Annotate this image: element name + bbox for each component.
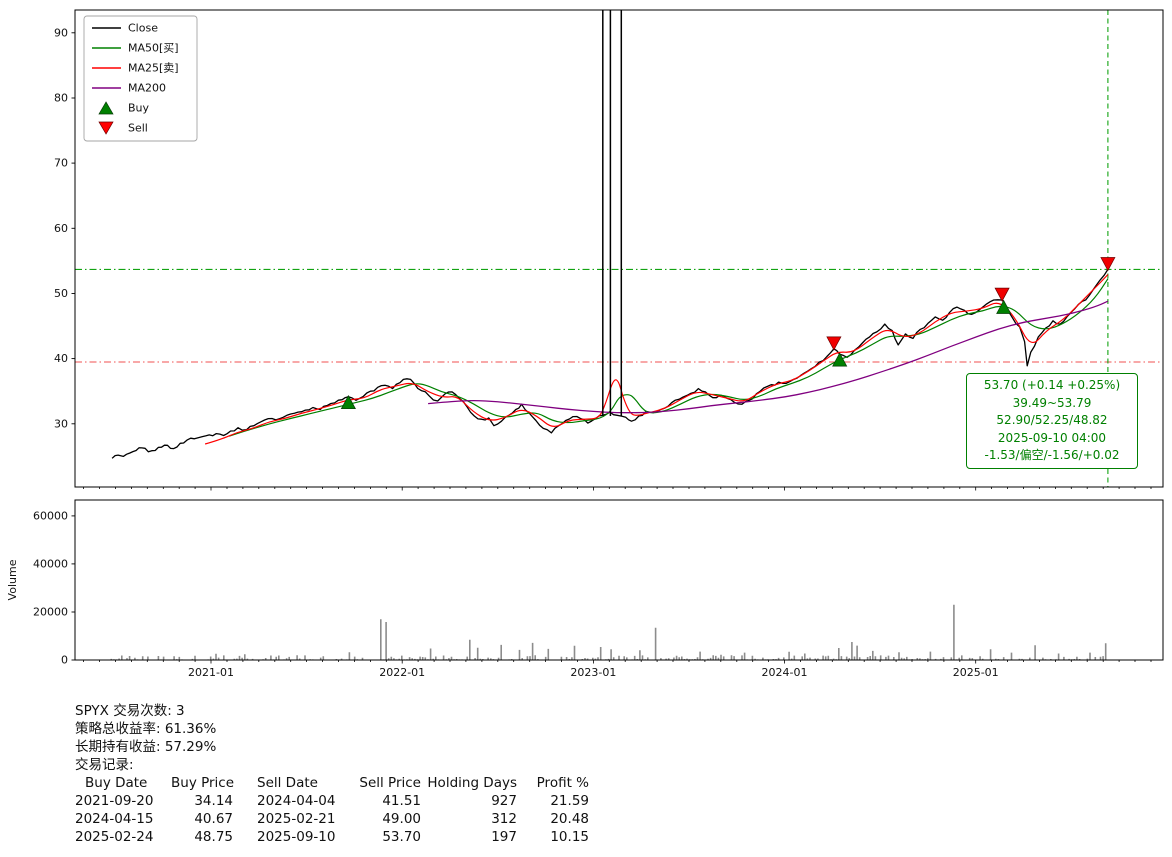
trade-cell: 312 (491, 811, 517, 827)
trades-header-cell: Profit % (536, 775, 589, 791)
ma200-line (428, 300, 1109, 414)
trade-cell: 49.00 (382, 811, 421, 827)
price-ytick-label: 60 (54, 222, 68, 235)
trade-record-label: 交易记录: (75, 757, 134, 773)
trades-header-row: Buy Date Buy Price Sell Date Sell Price Hold… (75, 774, 589, 792)
close-line (111, 269, 1109, 459)
hold-return-line: 长期持有收益: 57.29% (75, 739, 217, 755)
sell-marker (994, 287, 1010, 302)
trades-header-cell: Sell Price (359, 775, 421, 791)
volume-ytick-label: 40000 (33, 557, 68, 570)
price-ytick-label: 80 (54, 92, 68, 105)
trade-count-line: SPYX 交易次数: 3 (75, 703, 185, 719)
sell-legend-icon (98, 121, 114, 135)
backtest-report: SPYX 交易次数: 3 策略总收益率: 61.36% 长期持有收益: 57.2… (75, 702, 589, 846)
legend-label: MA25[卖] (128, 62, 179, 75)
trade-cell: 2025-02-24 (75, 829, 154, 845)
trade-cell: 21.59 (550, 793, 589, 809)
strategy-return-line: 策略总收益率: 61.36% (75, 721, 217, 737)
x-axis-label: 2025-01 (953, 666, 999, 679)
legend: Close MA50[买] MA25[卖] MA200 Buy Sell (83, 15, 198, 142)
trade-cell: 2024-04-15 (75, 811, 154, 827)
trades-header-cell: Buy Price (171, 775, 235, 791)
legend-label: Buy (128, 102, 150, 115)
trade-cell: 927 (491, 793, 517, 809)
ma50-line (228, 278, 1109, 437)
price-ytick-label: 90 (54, 26, 68, 39)
legend-label: MA50[买] (128, 42, 179, 55)
price-ytick-label: 30 (54, 417, 68, 430)
price-ytick-label: 50 (54, 287, 68, 300)
annotation-line: 53.70 (+0.14 +0.25%) (983, 378, 1121, 392)
ma25-line (204, 274, 1109, 445)
buy-legend-icon (98, 101, 114, 115)
volume-bars (110, 604, 1107, 660)
legend-label: Sell (128, 122, 148, 135)
price-ytick-label: 40 (54, 352, 68, 365)
buy-marker (340, 394, 356, 410)
trade-cell: 2024-04-04 (257, 793, 336, 809)
trade-cell: 41.51 (382, 793, 421, 809)
trade-row: 2025-02-24 48.75 2025-09-10 53.70 197 10.15 (75, 828, 589, 846)
trade-cell: 2025-09-10 (257, 829, 336, 845)
trade-cell: 197 (491, 829, 517, 845)
price-ytick-label: 70 (54, 157, 68, 170)
x-axis-label: 2022-01 (379, 666, 425, 679)
volume-ytick-label: 20000 (33, 606, 68, 619)
trades-header-cell: Holding Days (427, 775, 517, 791)
trade-cell: 10.15 (550, 829, 589, 845)
trade-cell: 40.67 (194, 811, 233, 827)
volume-ytick-label: 60000 (33, 509, 68, 522)
trade-cell: 20.48 (550, 811, 589, 827)
annotation-line: 39.49~53.79 (1012, 395, 1092, 410)
trade-cell: 48.75 (194, 829, 233, 845)
trades-table: Buy Date Buy Price Sell Date Sell Price Hold… (75, 774, 589, 846)
annotation-line: -1.53/偏空/-1.56/+0.02 (984, 448, 1120, 462)
sell-marker (1100, 257, 1116, 272)
sell-marker (826, 336, 842, 351)
annotation-line: 52.90/52.25/48.82 (996, 413, 1108, 427)
volume-axis-title: Volume (6, 559, 19, 600)
trade-row: 2021-09-20 34.14 2024-04-04 41.51 927 21.59 (75, 792, 589, 810)
trade-cell: 2025-02-21 (257, 811, 336, 827)
legend-label: MA200 (128, 82, 166, 95)
buy-marker (832, 352, 848, 367)
price-annotation-box: 53.70 (+0.14 +0.25%) 39.49~53.79 52.90/52.… (966, 373, 1138, 469)
x-axis-label: 2024-01 (762, 666, 808, 679)
annotation-line: 2025-09-10 04:00 (997, 430, 1107, 445)
volume-ytick-label: 0 (61, 654, 68, 667)
trade-row: 2024-04-15 40.67 2025-02-21 49.00 312 20.48 (75, 810, 589, 828)
legend-label: Close (128, 22, 158, 35)
trades-header-cell: Buy Date (85, 775, 148, 791)
trade-cell: 2021-09-20 (75, 793, 154, 809)
x-axis-label: 2021-01 (188, 666, 234, 679)
trade-cell: 53.70 (382, 829, 421, 845)
trade-cell: 34.14 (194, 793, 233, 809)
trades-header-cell: Sell Date (257, 775, 318, 791)
buy-marker (996, 299, 1012, 314)
price-volume-charts: 30 40 50 60 70 80 90 0 20000 40000 60000 2021-01 202… (6, 9, 1164, 679)
x-axis-label: 2023-01 (570, 666, 616, 679)
